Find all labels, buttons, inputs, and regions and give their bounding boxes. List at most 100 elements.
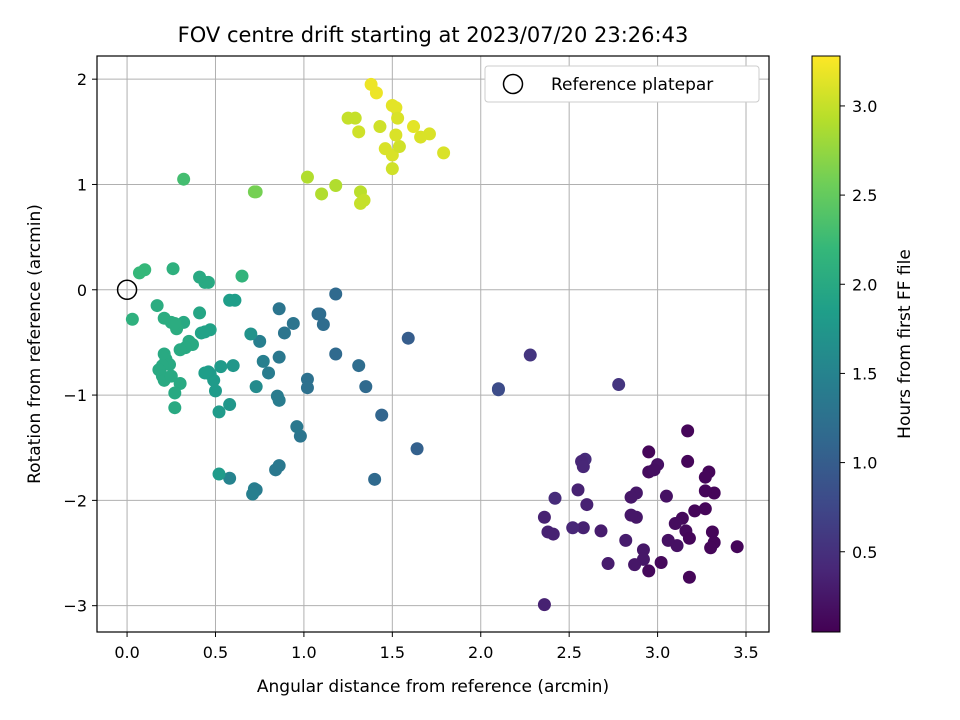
x-tick-label: 0.5	[203, 643, 228, 662]
scatter-point	[157, 311, 171, 325]
scatter-point	[164, 369, 178, 383]
scatter-point	[150, 299, 164, 313]
colorbar-tick-label: 2.5	[852, 186, 877, 205]
scatter-point	[624, 508, 638, 522]
scatter-point	[389, 128, 403, 142]
reference-platepar-marker	[116, 279, 138, 301]
legend: Reference platepar	[484, 65, 760, 103]
scatter-point	[491, 382, 505, 396]
scatter-point	[212, 467, 226, 481]
scatter-point	[410, 442, 424, 456]
x-axis-label: Angular distance from reference (arcmin)	[257, 677, 609, 697]
x-tick-label: 3.0	[645, 643, 670, 662]
scatter-point	[407, 120, 421, 134]
scatter-point	[168, 401, 182, 415]
scatter-point	[612, 378, 626, 392]
scatter-point	[661, 533, 675, 547]
scatter-point	[705, 525, 719, 539]
legend-reference-marker	[502, 73, 524, 95]
scatter-point	[548, 491, 562, 505]
colorbar-axis: 0.5 1.0 1.5 2.0 2.5 3.0	[840, 97, 877, 562]
colorbar-tick-label: 1.5	[852, 364, 877, 383]
scatter-point	[659, 489, 673, 503]
scatter-point	[193, 306, 207, 320]
scatter-point	[682, 531, 696, 545]
scatter-point	[168, 386, 182, 400]
scatter-point	[385, 162, 399, 176]
y-tick-label: 0	[77, 281, 87, 300]
scatter-point	[601, 557, 615, 571]
scatter-point	[208, 384, 222, 398]
scatter-point	[329, 287, 343, 301]
scatter-point	[214, 360, 228, 374]
scatter-point	[647, 463, 661, 477]
scatter-point	[642, 564, 656, 578]
x-tick-label: 1.0	[291, 643, 316, 662]
scatter-point	[315, 187, 329, 201]
scatter-point	[132, 266, 146, 280]
scatter-point	[249, 380, 263, 394]
scatter-point	[681, 424, 695, 438]
scatter-point	[194, 326, 208, 340]
scatter-point	[246, 487, 260, 501]
scatter-point	[546, 527, 560, 541]
scatter-point	[277, 326, 291, 340]
scatter-point	[682, 570, 696, 584]
scatter-point	[226, 359, 240, 373]
scatter-point	[223, 398, 237, 412]
scatter-point	[523, 348, 537, 362]
scatter-point	[166, 262, 180, 276]
scatter-point	[537, 598, 551, 612]
chart-title: FOV centre drift starting at 2023/07/20 …	[178, 23, 689, 47]
scatter-point	[125, 312, 139, 326]
scatter-point	[348, 111, 362, 125]
y-axis: 2 1 0 −1 −2 −3	[63, 70, 97, 616]
legend-box	[484, 65, 760, 103]
scatter-point	[571, 483, 585, 497]
scatter-point	[256, 354, 270, 368]
scatter-point	[688, 504, 702, 518]
scatter-point	[316, 318, 330, 332]
scatter-point	[619, 533, 633, 547]
data-points	[125, 77, 744, 612]
scatter-point	[642, 445, 656, 459]
scatter-point	[223, 471, 237, 485]
y-tick-label: 1	[77, 175, 87, 194]
scatter-point	[681, 454, 695, 468]
scatter-point	[698, 502, 712, 516]
reference-marker-group	[116, 279, 138, 301]
scatter-point	[311, 307, 325, 321]
scatter-point	[272, 302, 286, 316]
scatter-point	[235, 269, 249, 283]
x-tick-label: 0.0	[114, 643, 139, 662]
colorbar-tick-label: 0.5	[852, 543, 877, 562]
grid-lines	[97, 56, 769, 632]
legend-label-reference-platepar: Reference platepar	[551, 75, 713, 95]
y-tick-label: 2	[77, 70, 87, 89]
scatter-point	[392, 140, 406, 154]
scatter-point	[173, 343, 187, 357]
scatter-point	[389, 101, 403, 115]
scatter-point	[580, 498, 594, 512]
scatter-point	[359, 380, 373, 394]
scatter-point	[369, 86, 383, 100]
scatter-point	[212, 405, 226, 419]
scatter-point	[668, 517, 682, 531]
y-tick-label: −2	[63, 491, 87, 510]
scatter-point	[198, 366, 212, 380]
x-tick-label: 3.5	[733, 643, 758, 662]
scatter-point	[290, 420, 304, 434]
scatter-point	[352, 359, 366, 373]
scatter-point	[249, 185, 263, 199]
scatter-point	[576, 521, 590, 535]
scatter-point	[373, 120, 387, 134]
scatter-point	[223, 293, 237, 307]
scatter-point	[193, 270, 207, 284]
scatter-point	[368, 472, 382, 486]
scatter-point	[576, 460, 590, 474]
scatter-point	[357, 193, 371, 207]
x-axis: 0.0 0.5 1.0 1.5 2.0 2.5 3.0 3.5	[114, 632, 759, 662]
colorbar-tick-label: 2.0	[852, 275, 877, 294]
scatter-point	[704, 541, 718, 555]
